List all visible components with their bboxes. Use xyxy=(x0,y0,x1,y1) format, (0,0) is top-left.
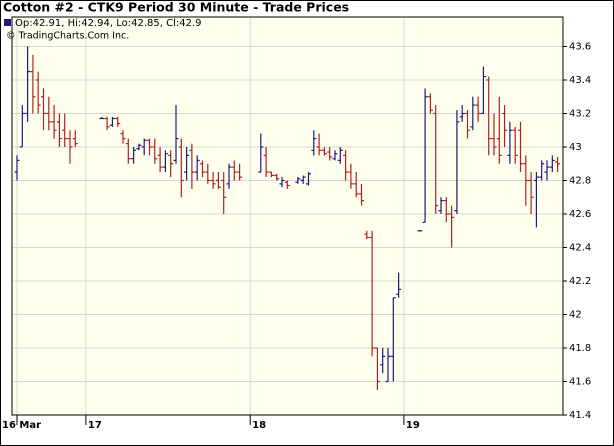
y-tick-label: 43.4 xyxy=(569,75,591,86)
y-tick-label: 42.8 xyxy=(569,175,591,186)
legend-text: Op:42.91, Hi:42.94, Lo:42.85, Cl:42.9 xyxy=(15,18,202,29)
y-tick-label: 42 xyxy=(569,309,582,320)
x-tick-label: 19 xyxy=(406,420,420,431)
legend-swatch xyxy=(4,19,11,26)
y-tick-label: 41.8 xyxy=(569,343,591,354)
credit: © TradingCharts.Com Inc. xyxy=(6,31,129,42)
y-tick-label: 43.6 xyxy=(569,41,591,52)
bars xyxy=(14,46,561,390)
x-tick-label: 18 xyxy=(252,420,266,431)
chart-title: Cotton #2 - CTK9 Period 30 Minute - Trad… xyxy=(3,0,349,15)
y-tick-label: 42.6 xyxy=(569,209,591,220)
y-tick-label: 41.4 xyxy=(569,410,591,421)
y-tick-label: 42.2 xyxy=(569,276,591,287)
plot-border xyxy=(11,16,564,416)
plot-area xyxy=(12,17,563,415)
y-tick-label: 41.6 xyxy=(569,376,591,387)
y-tick-label: 42.4 xyxy=(569,242,591,253)
x-tick-label: 16 Mar xyxy=(2,420,41,431)
y-tick-label: 43 xyxy=(569,142,582,153)
y-tick-label: 43.2 xyxy=(569,108,591,119)
x-tick-label: 17 xyxy=(88,420,102,431)
